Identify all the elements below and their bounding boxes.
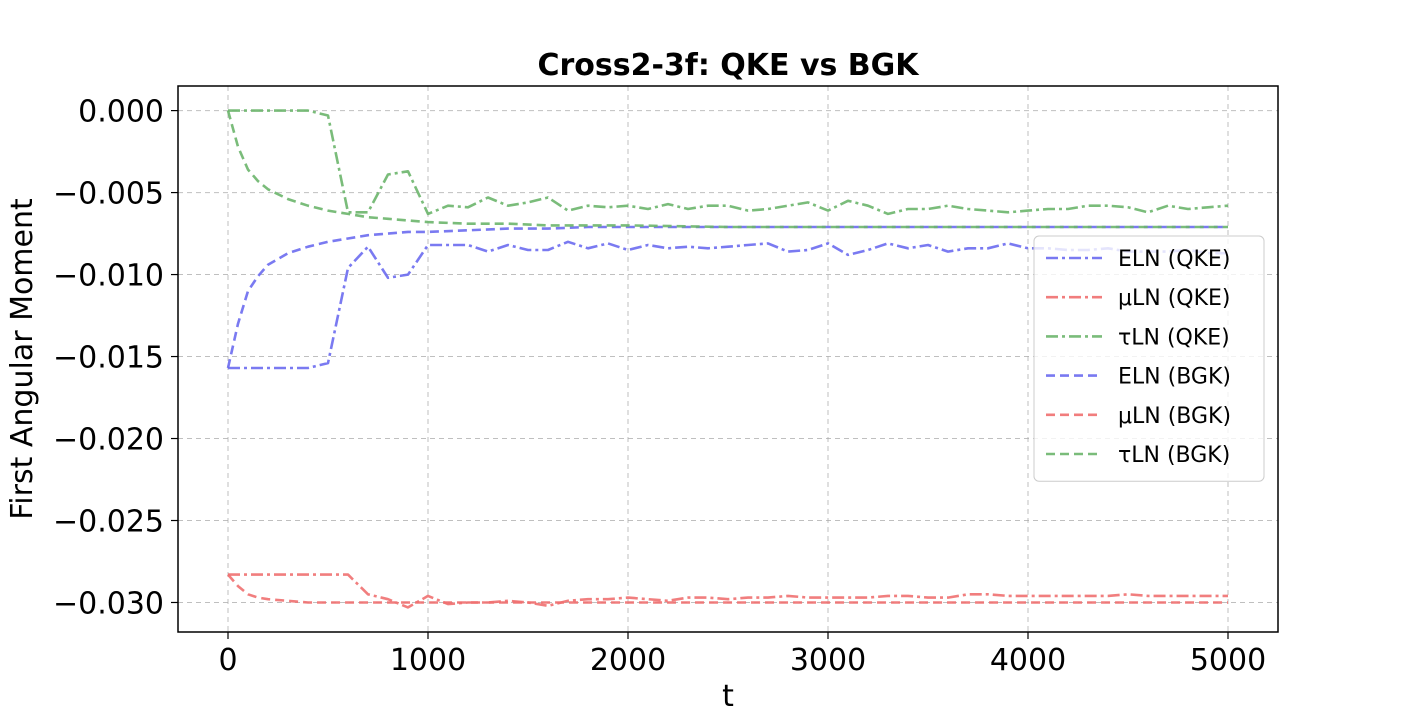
legend-label: ELN (QKE) (1118, 247, 1230, 272)
x-tick-label: 2000 (590, 643, 666, 678)
legend-label: ELN (BGK) (1118, 365, 1231, 390)
y-tick-label: −0.005 (53, 177, 164, 212)
y-axis-label: First Angular Moment (5, 198, 40, 520)
y-tick-label: −0.030 (53, 586, 164, 621)
legend-label: μLN (BGK) (1118, 404, 1231, 429)
series-line-1 (228, 573, 1228, 609)
y-tick-label: −0.010 (53, 259, 164, 294)
legend-label: τLN (QKE) (1118, 325, 1230, 350)
y-tick-label: −0.025 (53, 505, 164, 540)
y-tick-label: 0.000 (78, 95, 164, 130)
legend-label: τLN (BGK) (1118, 443, 1230, 468)
x-axis-label: t (722, 679, 734, 710)
axis-ticks: 0 1000 2000 3000 4000 5000 0.000 −0.005 −0.010 −0… (53, 95, 1266, 678)
y-tick-label: −0.015 (53, 341, 164, 376)
series-line-5 (226, 110, 1228, 229)
series-line-2 (228, 109, 1229, 216)
legend-label: μLN (QKE) (1118, 286, 1231, 311)
y-tick-label: −0.020 (53, 423, 164, 458)
x-tick-label: 5000 (1190, 643, 1266, 678)
chart-title: Cross2-3f: QKE vs BGK (537, 48, 920, 83)
x-tick-label: 3000 (790, 643, 866, 678)
x-tick-label: 0 (218, 643, 237, 678)
legend: ELN (QKE) μLN (QKE) τLN (QKE) ELN (BGK) μLN … (1033, 235, 1265, 482)
plot-frame (177, 85, 1279, 633)
x-tick-label: 4000 (990, 643, 1066, 678)
series-line-4 (227, 573, 1228, 604)
x-tick-label: 1000 (390, 643, 466, 678)
legend-box (1033, 235, 1265, 482)
